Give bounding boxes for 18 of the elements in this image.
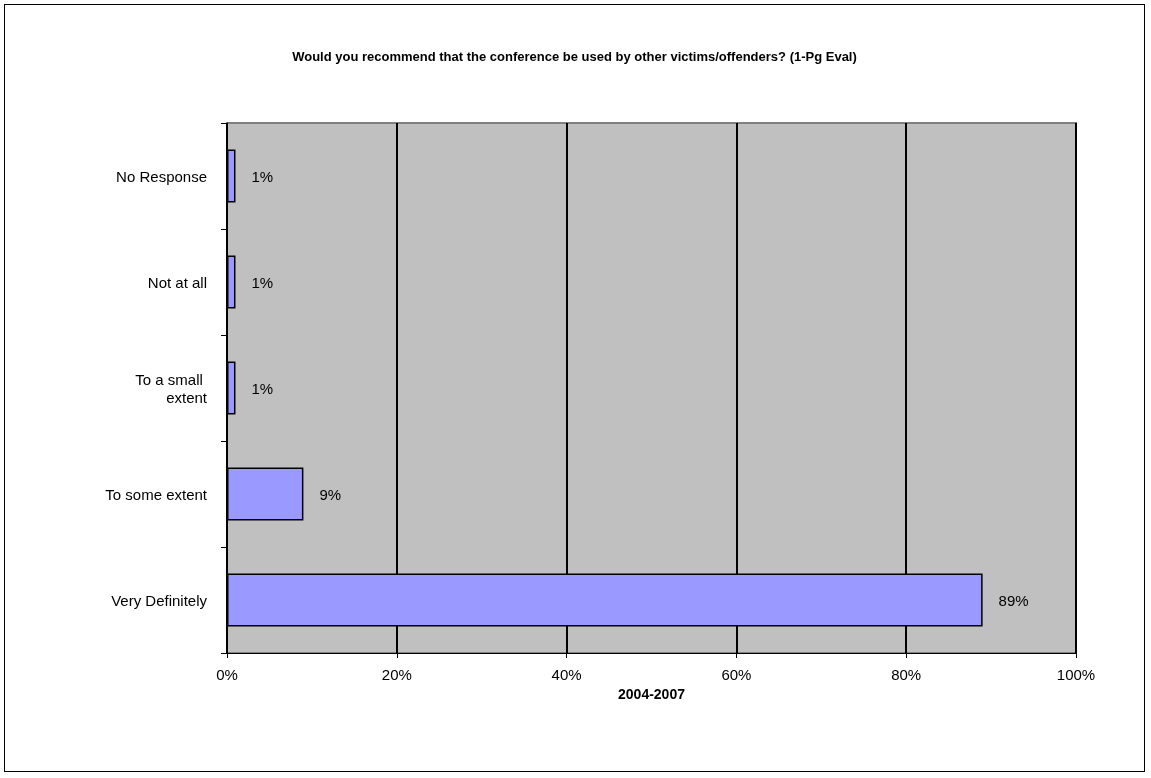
y-tick-label: To some extent (105, 485, 208, 503)
x-axis-title: 2004-2007 (618, 685, 686, 702)
y-tick-label: Very Definitely (111, 591, 208, 609)
x-tick-label: 0% (216, 666, 238, 683)
y-tick-label: No Response (116, 167, 207, 185)
x-tick-label: 60% (721, 666, 752, 683)
data-label: 1% (251, 167, 274, 185)
data-label: 9% (319, 485, 342, 503)
y-tick-label: To a small extent (135, 370, 208, 406)
chart-title: Would you recommend that the conference be used by other victims/offenders? (1-Pg Eval) (292, 49, 857, 64)
y-tick-label: Not at all (147, 273, 207, 291)
data-label: 1% (251, 379, 274, 397)
data-label: 1% (251, 273, 274, 291)
x-tick-label: 40% (551, 666, 582, 683)
x-tick-label: 20% (381, 666, 412, 683)
data-label: 89% (998, 591, 1029, 609)
x-tick-label: 80% (891, 666, 922, 683)
x-tick-label: 100% (1056, 666, 1096, 683)
